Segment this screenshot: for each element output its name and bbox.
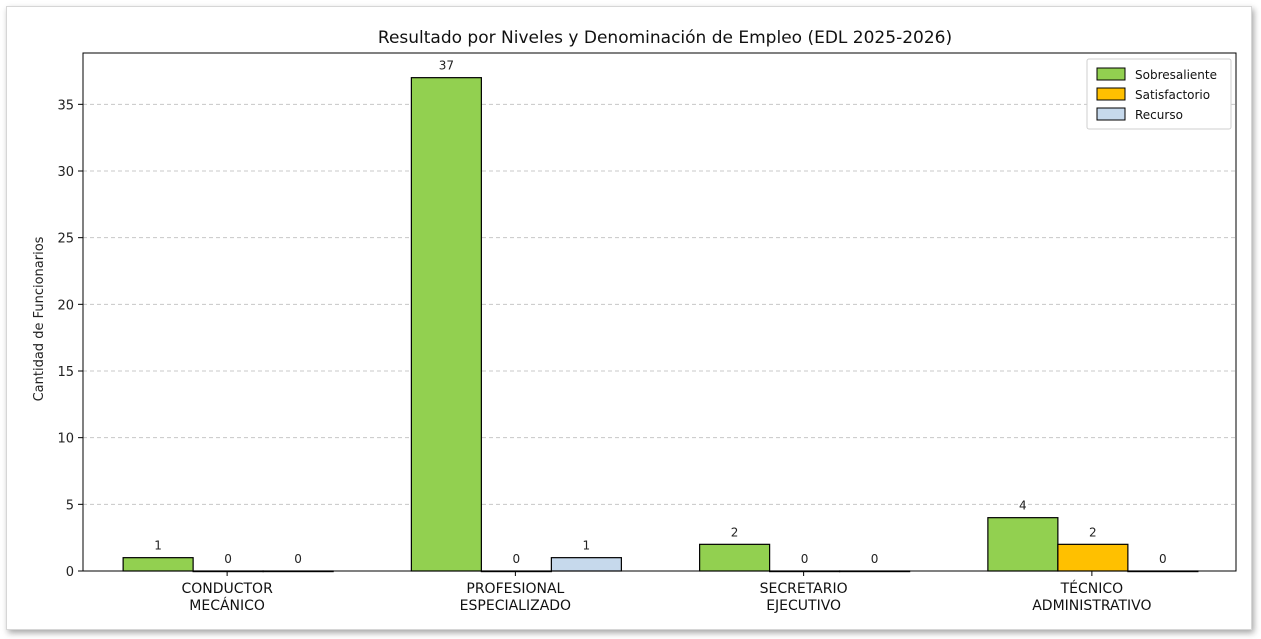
bar (1057, 543, 1129, 572)
data-label: 0 (1159, 552, 1167, 566)
data-label: 0 (513, 552, 521, 566)
x-tick-label: EJECUTIVO (766, 598, 841, 614)
legend-swatch (1096, 107, 1126, 121)
chart-title: Resultado por Niveles y Denominación de … (378, 28, 952, 48)
data-label: 0 (294, 552, 302, 566)
y-axis-label: Cantidad de Funcionarios (32, 236, 47, 401)
x-tick-label: PROFESIONAL (466, 581, 564, 597)
x-tick-label: CONDUCTOR (181, 581, 273, 597)
bar (550, 557, 622, 572)
plot-area-border (82, 52, 1237, 572)
grid-lines (83, 103, 1236, 505)
data-label: 1 (583, 539, 591, 553)
y-tick-label: 25 (57, 232, 74, 247)
legend-label: Satisfactorio (1135, 88, 1210, 102)
bar (410, 77, 482, 572)
data-label: 37 (439, 59, 454, 73)
y-tick-label: 15 (57, 365, 74, 380)
bar (122, 557, 194, 572)
legend-swatch (1096, 87, 1126, 101)
data-label: 0 (801, 552, 809, 566)
data-label: 2 (1089, 525, 1097, 539)
chart-frame: Resultado por Niveles y Denominación de … (6, 6, 1252, 630)
data-labels: 1 0 0 37 0 1 2 0 0 4 2 0 (154, 59, 1166, 566)
data-label: 1 (154, 539, 162, 553)
y-tick-label: 30 (57, 165, 74, 180)
bar (699, 543, 771, 572)
bar-chart: Resultado por Niveles y Denominación de … (32, 28, 1237, 614)
x-tick-label: SECRETARIO (760, 581, 848, 597)
y-tick-label: 0 (66, 565, 74, 580)
y-axis-ticks: 0 5 10 15 20 25 30 35 (57, 98, 83, 580)
y-tick-label: 5 (66, 498, 74, 513)
legend-label: Sobresaliente (1135, 68, 1217, 82)
legend: Sobresaliente Satisfactorio Recurso (1086, 58, 1232, 130)
y-tick-label: 35 (57, 98, 74, 113)
legend-label: Recurso (1135, 108, 1183, 122)
bar (987, 517, 1059, 572)
bars-group (122, 77, 1199, 573)
x-tick-label: MECÁNICO (189, 597, 265, 614)
legend-swatch (1096, 67, 1126, 81)
x-tick-label: TÉCNICO (1060, 580, 1124, 597)
data-label: 2 (731, 525, 739, 539)
data-label: 0 (224, 552, 232, 566)
data-label: 0 (871, 552, 879, 566)
x-tick-label: ESPECIALIZADO (460, 598, 571, 614)
x-tick-label: ADMINISTRATIVO (1032, 598, 1151, 614)
y-tick-label: 20 (57, 298, 74, 313)
data-label: 4 (1019, 499, 1027, 513)
y-tick-label: 10 (57, 432, 74, 447)
